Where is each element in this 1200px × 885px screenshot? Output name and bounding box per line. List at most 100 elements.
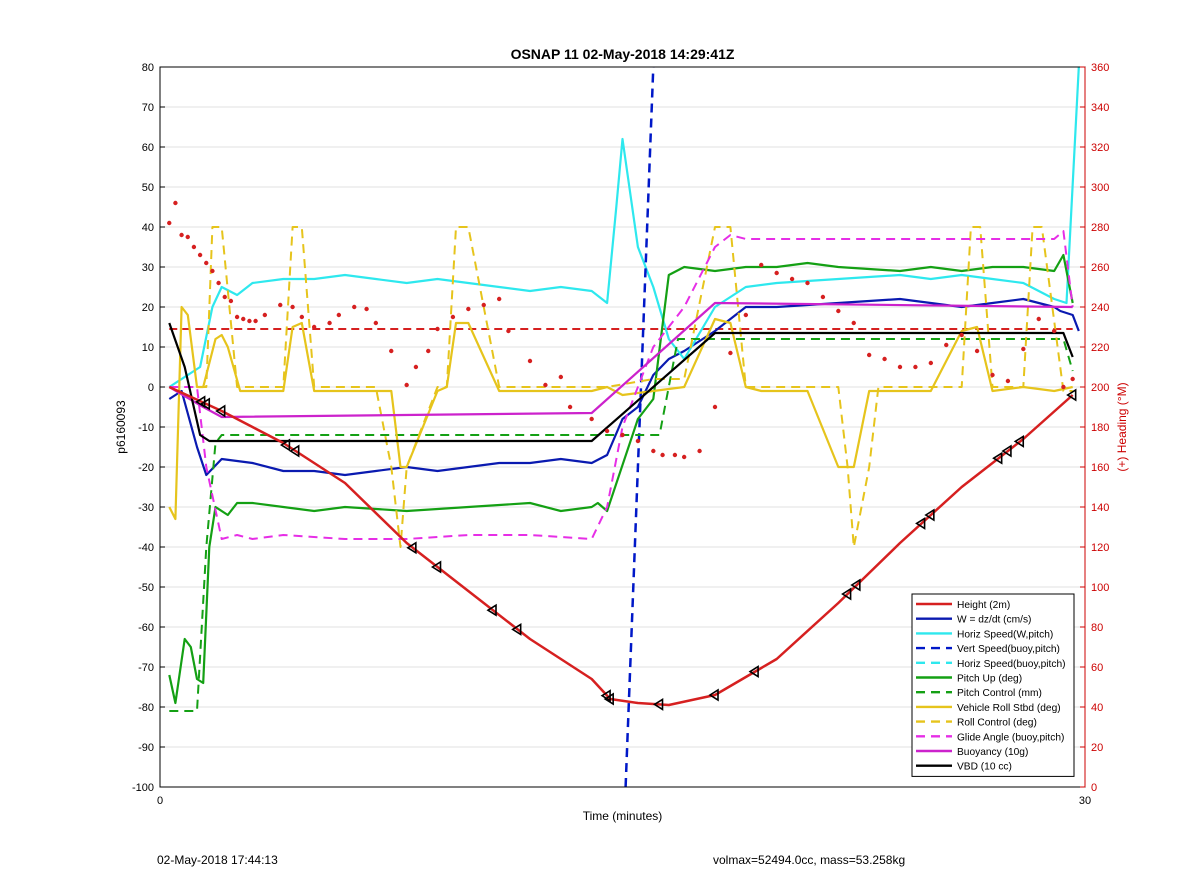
height-marker: [199, 397, 211, 411]
y-tick-label: 80: [142, 62, 154, 74]
heading-point: [222, 294, 227, 300]
series-line: [624, 67, 655, 787]
height-marker: [1066, 388, 1077, 402]
heading-point: [928, 360, 934, 366]
series-line: [168, 385, 1074, 707]
heading-point: [290, 304, 295, 310]
heading-point: [635, 438, 641, 444]
height-marker: [841, 587, 852, 601]
heading-point: [866, 352, 872, 358]
heading-point: [728, 350, 733, 356]
height-marker: [652, 697, 664, 711]
series-line: [168, 67, 1080, 388]
x-axis-ticks: 0 30: [157, 795, 1091, 807]
heading-point: [191, 244, 197, 250]
heading-point: [389, 348, 394, 354]
heading-point: [836, 308, 841, 314]
heading-point: [426, 348, 431, 354]
y2-tick-label: 0: [1091, 782, 1097, 794]
y2-tick-label: 280: [1091, 222, 1109, 234]
y-tick-label: -40: [138, 542, 154, 554]
height-marker: [1001, 444, 1012, 458]
heading-point: [789, 276, 795, 282]
y2-tick-label: 260: [1091, 262, 1109, 274]
heading-point: [651, 448, 656, 454]
height-marker: [215, 404, 226, 418]
footer-timestamp: 02-May-2018 17:44:13: [157, 853, 278, 867]
height-marker: [708, 688, 719, 702]
heading-point: [774, 270, 779, 276]
heading-point: [1051, 328, 1057, 334]
height-marker: [430, 560, 442, 574]
heading-point: [450, 314, 456, 320]
heading-point: [820, 294, 826, 300]
heading-point: [913, 364, 918, 370]
heading-point: [805, 280, 810, 286]
height-marker: [289, 444, 300, 458]
right-axis-ticks: 0 20 40 60 80 100 120 140 160 180 200 220 240 260 280 3…: [1080, 62, 1109, 794]
series-line: [168, 322, 1074, 443]
legend-label: Roll Control (deg): [957, 718, 1037, 729]
y-tick-label: -30: [138, 502, 154, 514]
height-marker: [748, 665, 759, 679]
heading-point: [278, 302, 283, 308]
height-marker: [850, 578, 861, 592]
series-line: [169, 338, 1074, 712]
y-tick-label: -20: [138, 462, 154, 474]
series-line: [169, 226, 1073, 548]
left-axis-ticks: -100-90-80-70-60-50-40-30-20-10010203040…: [132, 62, 165, 794]
heading-point: [204, 260, 209, 266]
height-marker: [406, 541, 417, 555]
legend-label: VBD (10 cc): [957, 762, 1012, 773]
chart-title: OSNAP 11 02-May-2018 14:29:41Z: [511, 46, 735, 62]
heading-point: [413, 364, 419, 370]
heading-point: [851, 320, 856, 326]
y2-tick-label: 140: [1091, 502, 1109, 514]
heading-point: [179, 232, 184, 238]
height-marker: [603, 692, 614, 706]
x-tick-label: 30: [1079, 795, 1091, 807]
height-marker: [915, 516, 926, 530]
y2-tick-label: 360: [1091, 62, 1109, 74]
heading-point: [672, 452, 678, 458]
heading-point: [253, 318, 258, 324]
heading-point: [299, 314, 305, 320]
legend-label: Pitch Up (deg): [957, 674, 1022, 685]
heading-point: [1005, 378, 1011, 384]
y-tick-label: -80: [138, 702, 154, 714]
series-line: [168, 305, 1073, 521]
heading-point: [759, 262, 764, 268]
y-tick-label: 30: [142, 262, 154, 274]
height-marker: [924, 508, 935, 522]
heading-point: [974, 348, 980, 354]
y2-tick-label: 340: [1091, 102, 1109, 114]
heading-point: [697, 448, 702, 454]
heading-point: [496, 296, 502, 302]
heading-point: [1021, 346, 1026, 352]
footer-volmax-mass: volmax=52494.0cc, mass=53.258kg: [713, 853, 906, 867]
x-tick-label: 0: [157, 795, 163, 807]
y2-tick-label: 220: [1091, 342, 1109, 354]
heading-point: [216, 280, 221, 286]
y2-tick-label: 200: [1091, 382, 1109, 394]
heading-point: [589, 416, 594, 422]
y2-tick-label: 40: [1091, 702, 1103, 714]
heading-point: [620, 432, 625, 438]
heading-point: [167, 220, 172, 226]
heading-point: [543, 382, 548, 388]
y2-tick-label: 160: [1091, 462, 1109, 474]
legend-label: Horiz Speed(buoy,pitch): [957, 659, 1066, 670]
heading-point: [262, 312, 268, 318]
y2-tick-label: 300: [1091, 182, 1109, 194]
series-line: [168, 253, 1074, 705]
heading-point: [435, 326, 440, 332]
legend-label: Pitch Control (mm): [957, 688, 1042, 699]
heading-point: [1036, 316, 1041, 322]
y-tick-label: 60: [142, 142, 154, 154]
y-tick-label: 0: [148, 382, 154, 394]
y-tick-label: -10: [138, 422, 154, 434]
heading-point: [944, 342, 949, 348]
heading-point: [990, 372, 995, 378]
heading-point: [959, 332, 964, 338]
